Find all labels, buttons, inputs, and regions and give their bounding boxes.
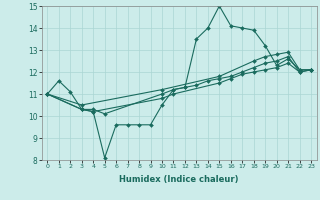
X-axis label: Humidex (Indice chaleur): Humidex (Indice chaleur) bbox=[119, 175, 239, 184]
